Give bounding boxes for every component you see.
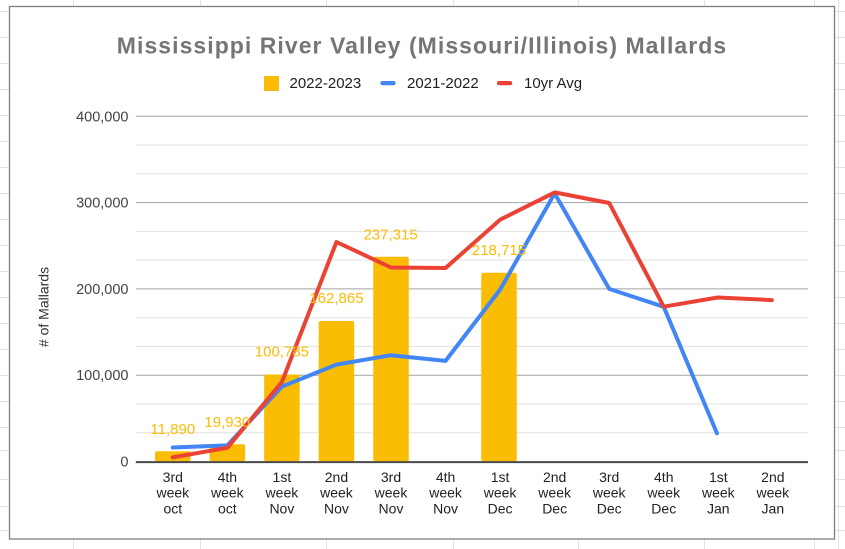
svg-text:3rd: 3rd xyxy=(163,469,183,485)
svg-text:week: week xyxy=(592,485,627,501)
svg-text:100,000: 100,000 xyxy=(76,368,128,384)
svg-text:162,865: 162,865 xyxy=(309,290,363,307)
svg-text:19,930: 19,930 xyxy=(204,414,250,431)
svg-text:week: week xyxy=(646,485,681,501)
svg-text:2021-2022: 2021-2022 xyxy=(407,75,479,92)
svg-text:2nd: 2nd xyxy=(761,469,784,485)
svg-text:3rd: 3rd xyxy=(599,469,619,485)
svg-text:week: week xyxy=(210,485,245,501)
svg-text:week: week xyxy=(428,485,463,501)
svg-text:week: week xyxy=(537,485,572,501)
svg-text:2nd: 2nd xyxy=(325,469,348,485)
svg-text:4th: 4th xyxy=(218,469,237,485)
svg-text:week: week xyxy=(374,485,409,501)
svg-text:Nov: Nov xyxy=(324,500,349,516)
svg-text:237,315: 237,315 xyxy=(363,227,417,244)
svg-text:Dec: Dec xyxy=(597,500,622,516)
svg-text:oct: oct xyxy=(218,500,237,516)
svg-text:Nov: Nov xyxy=(433,500,458,516)
svg-text:Jan: Jan xyxy=(707,500,730,516)
svg-text:11,890: 11,890 xyxy=(150,421,195,438)
svg-text:week: week xyxy=(155,485,190,501)
svg-text:2nd: 2nd xyxy=(543,469,566,485)
svg-text:100,785: 100,785 xyxy=(255,344,309,361)
svg-text:Dec: Dec xyxy=(542,500,567,516)
svg-text:4th: 4th xyxy=(436,469,455,485)
svg-text:Nov: Nov xyxy=(379,500,404,516)
svg-text:oct: oct xyxy=(163,500,182,516)
svg-text:week: week xyxy=(756,485,791,501)
svg-text:week: week xyxy=(483,485,518,501)
svg-text:200,000: 200,000 xyxy=(76,282,128,298)
svg-text:4th: 4th xyxy=(654,469,673,485)
svg-text:1st: 1st xyxy=(709,469,728,485)
svg-text:400,000: 400,000 xyxy=(76,109,128,125)
svg-text:300,000: 300,000 xyxy=(76,196,128,212)
svg-text:week: week xyxy=(701,485,736,501)
svg-text:Dec: Dec xyxy=(488,500,513,516)
svg-text:# of Mallards: # of Mallards xyxy=(36,267,52,347)
svg-text:week: week xyxy=(319,485,354,501)
svg-text:week: week xyxy=(265,485,300,501)
svg-text:1st: 1st xyxy=(491,469,510,485)
svg-text:Jan: Jan xyxy=(762,500,785,516)
svg-text:Nov: Nov xyxy=(269,500,294,516)
svg-text:Mississippi River Valley (Miss: Mississippi River Valley (Missouri/Illin… xyxy=(117,33,727,59)
svg-text:3rd: 3rd xyxy=(381,469,401,485)
svg-text:2022-2023: 2022-2023 xyxy=(290,75,362,92)
svg-text:Dec: Dec xyxy=(651,500,676,516)
svg-text:1st: 1st xyxy=(273,469,292,485)
svg-text:10yr Avg: 10yr Avg xyxy=(524,75,582,92)
svg-text:0: 0 xyxy=(120,455,128,471)
svg-text:218,715: 218,715 xyxy=(472,242,526,259)
